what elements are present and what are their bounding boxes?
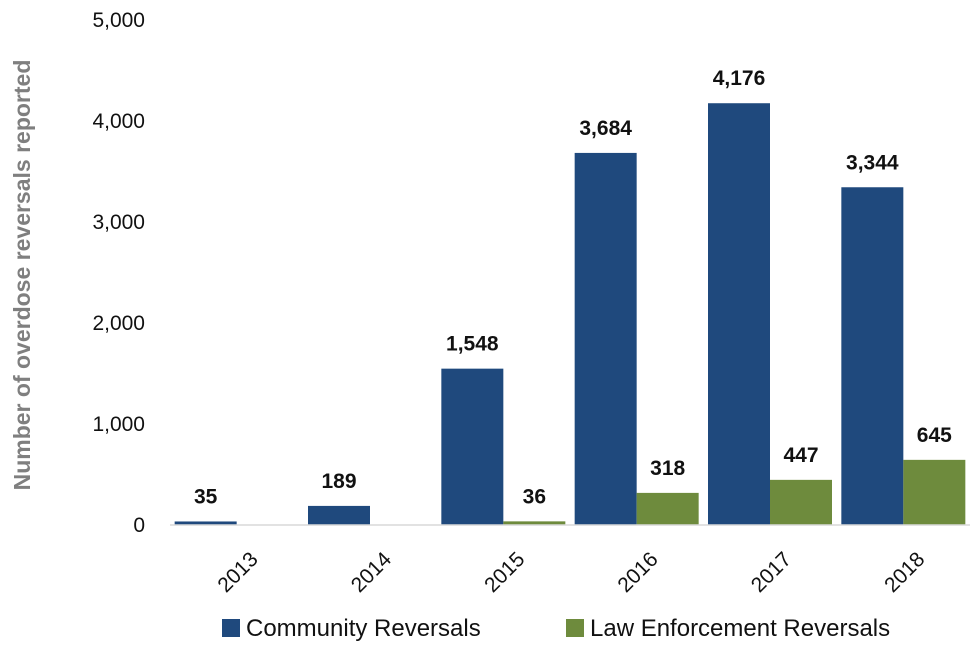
data-label: 3,344 (846, 151, 899, 174)
bar-law-enforcement-reversals-2017 (770, 479, 832, 525)
y-tick-label: 2,000 (92, 312, 145, 335)
y-tick-label: 5,000 (92, 9, 145, 32)
data-label: 3,684 (579, 117, 632, 140)
x-axis-ticks: 2013 2014 2015 2016 2017 2018 (213, 548, 929, 598)
legend-label: Law Enforcement Reversals (590, 615, 890, 642)
y-axis-title-group: Number of overdose reversals reported (9, 60, 35, 491)
legend-label: Community Reversals (246, 615, 481, 642)
x-tick-label: 2018 (880, 548, 929, 597)
bar-community-reversals-2013 (174, 521, 237, 525)
legend-swatch (222, 619, 240, 637)
data-label: 189 (321, 470, 356, 493)
x-tick-label: 2015 (480, 548, 529, 597)
x-tick-label: 2017 (747, 548, 796, 597)
data-label: 35 (194, 485, 218, 508)
data-label: 1,548 (446, 333, 499, 356)
data-label: 447 (783, 444, 818, 467)
data-label: 645 (917, 424, 952, 447)
bar-community-reversals-2018 (841, 187, 904, 526)
data-label: 36 (523, 485, 546, 508)
bar-community-reversals-2014 (308, 505, 370, 525)
bar-community-reversals-2016 (574, 152, 637, 525)
data-label: 318 (650, 457, 685, 480)
bars (174, 103, 966, 526)
y-tick-label: 4,000 (92, 110, 145, 133)
x-tick-label: 2013 (213, 548, 262, 597)
y-tick-label: 1,000 (92, 413, 145, 436)
x-tick-label: 2016 (613, 548, 662, 597)
bar-community-reversals-2015 (441, 368, 504, 525)
y-tick-label: 0 (133, 514, 145, 537)
data-labels: 35 189 1,548 36 3,684 318 4,176 447 3,344 645 (194, 67, 952, 508)
data-label: 4,176 (713, 67, 766, 90)
y-axis-title: Number of overdose reversals reported (9, 60, 35, 491)
y-tick-label: 3,000 (92, 211, 145, 234)
bar-community-reversals-2017 (708, 103, 770, 525)
legend-item-law-enforcement-reversals: Law Enforcement Reversals (566, 615, 890, 642)
x-tick-label: 2014 (347, 548, 397, 598)
bar-law-enforcement-reversals-2015 (503, 521, 566, 525)
legend-item-community-reversals: Community Reversals (222, 615, 481, 642)
bar-law-enforcement-reversals-2016 (636, 492, 699, 525)
legend-swatch (566, 619, 584, 637)
legend: Community Reversals Law Enforcement Rever… (222, 615, 890, 642)
y-axis-ticks: 0 1,000 2,000 3,000 4,000 5,000 (92, 9, 145, 537)
bar-law-enforcement-reversals-2018 (903, 459, 966, 525)
